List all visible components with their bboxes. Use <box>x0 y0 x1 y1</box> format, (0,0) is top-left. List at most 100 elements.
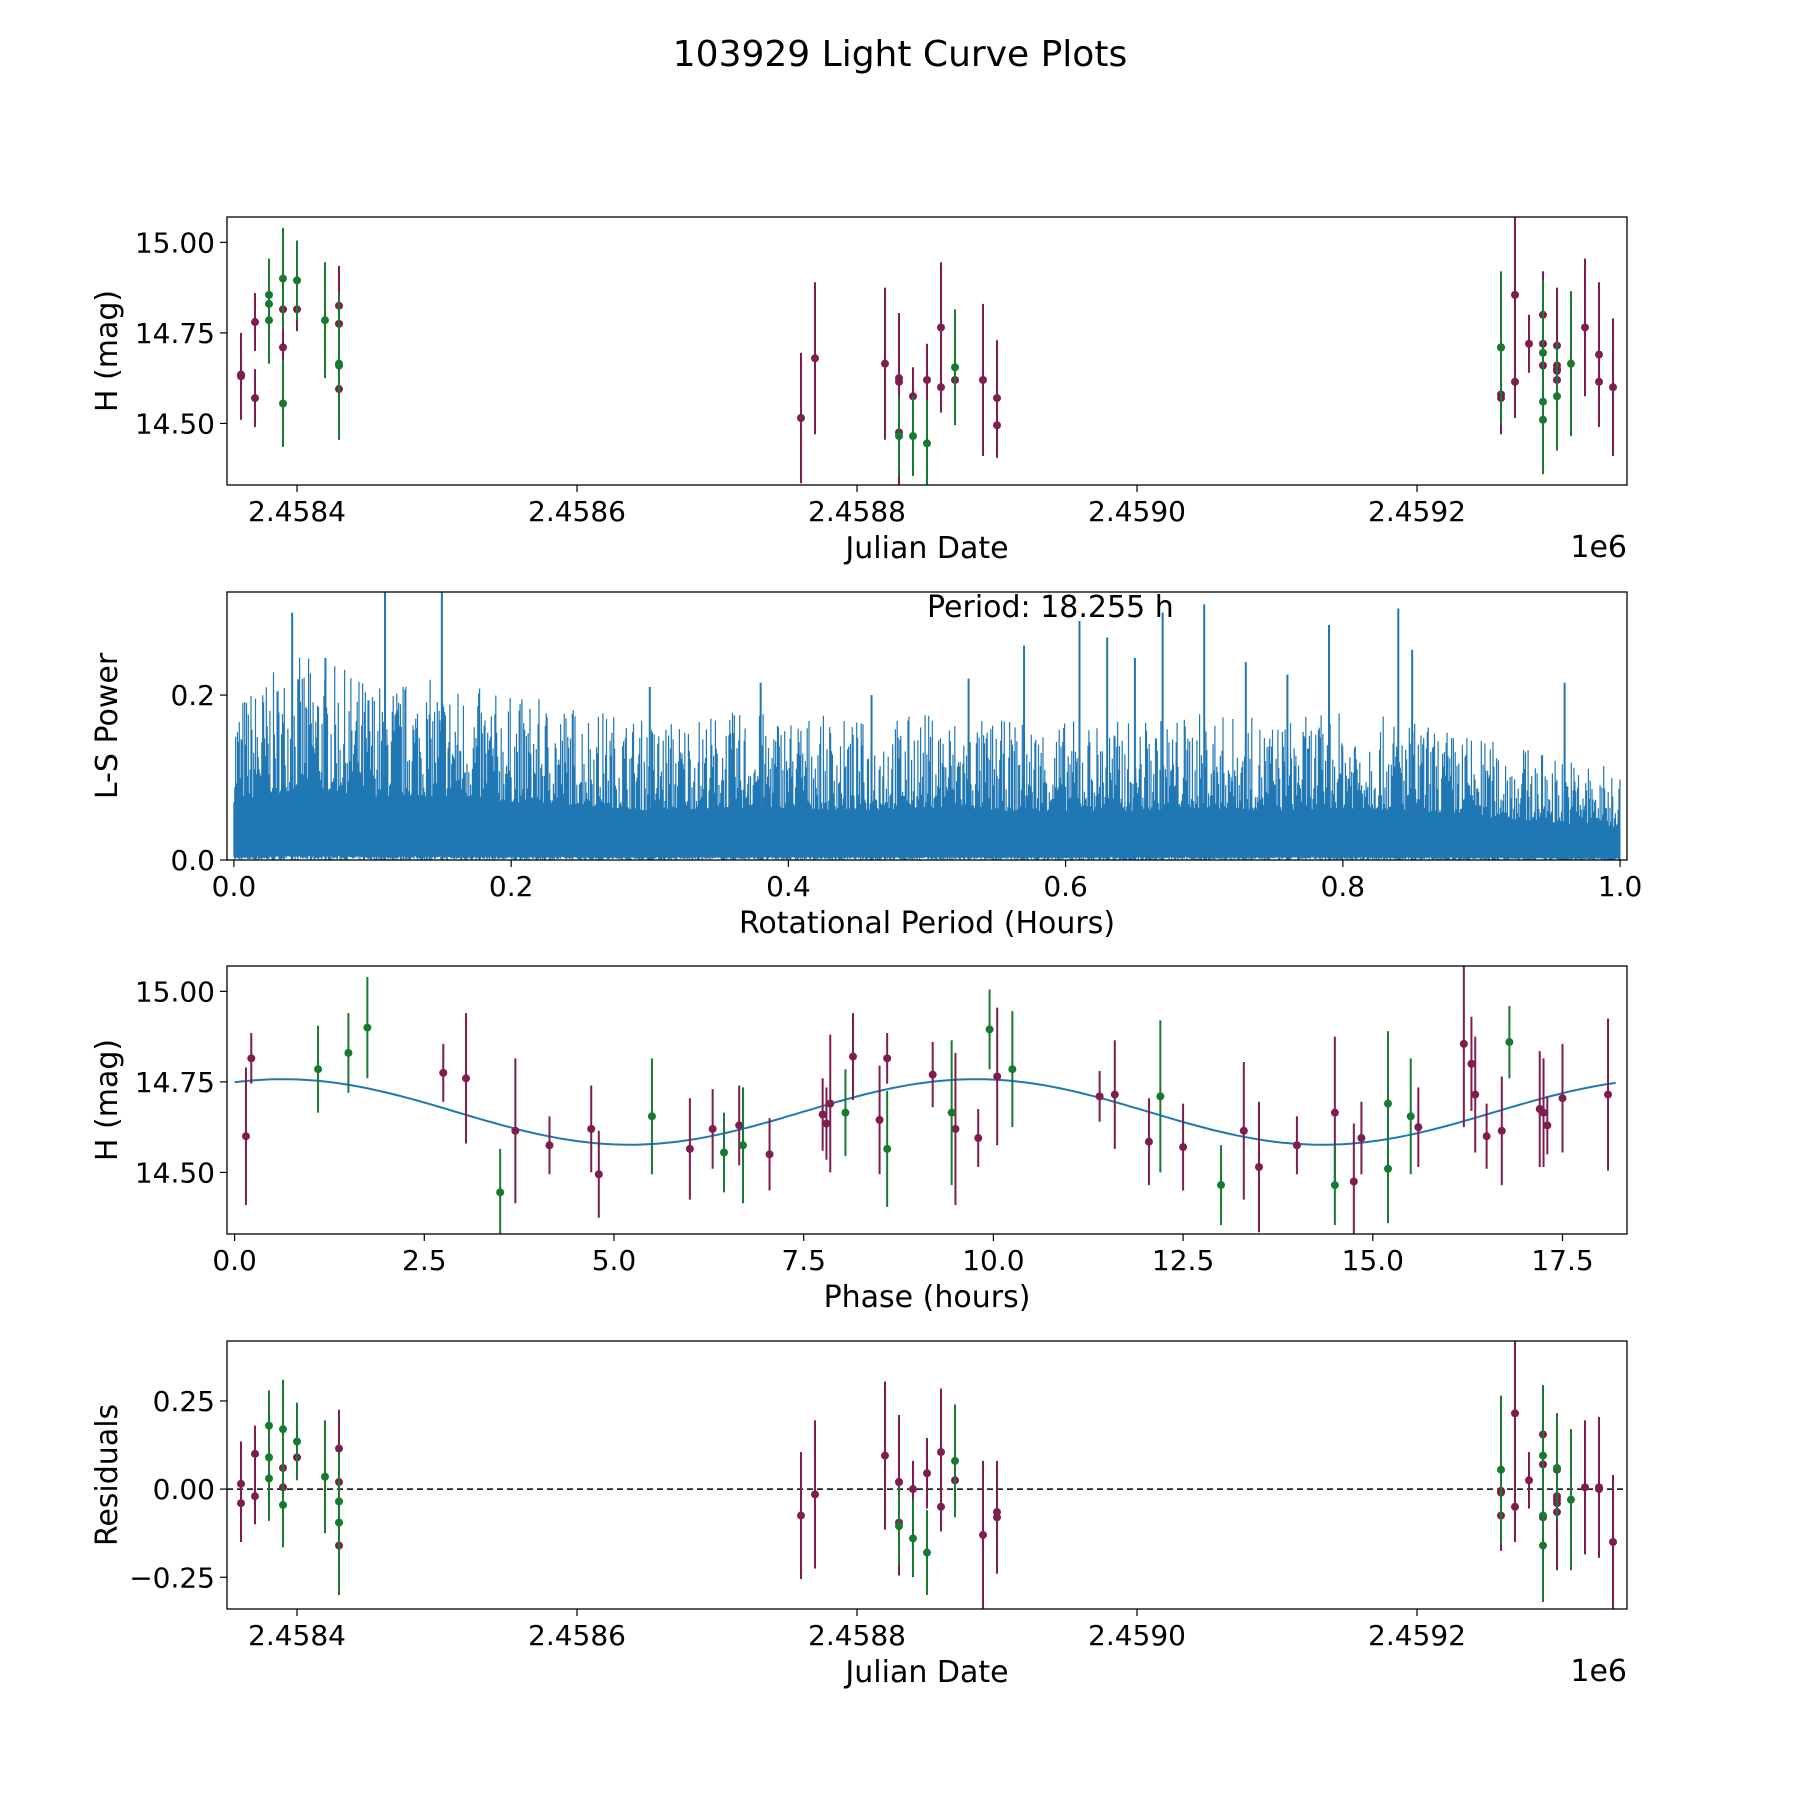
y-axis-label: Residuals <box>90 1404 125 1546</box>
x-tick-label: 2.5 <box>402 1244 447 1277</box>
data-point <box>1254 1163 1263 1171</box>
y-tick-label: 15.00 <box>135 975 215 1008</box>
data-point <box>881 1451 889 1460</box>
data-point <box>811 1490 819 1499</box>
data-point <box>1539 1451 1547 1460</box>
data-point <box>979 375 987 384</box>
data-point <box>1581 323 1589 332</box>
x-tick-label: 15.0 <box>1342 1244 1404 1277</box>
data-point <box>321 1472 329 1481</box>
data-point <box>979 1530 987 1539</box>
x-tick-label: 0.0 <box>212 1244 257 1277</box>
data-point <box>293 276 301 285</box>
data-point <box>1414 1123 1423 1132</box>
data-point <box>923 1548 931 1557</box>
y-tick-label: 0.0 <box>170 844 215 877</box>
data-point <box>1511 290 1519 299</box>
y-tick-label: 14.50 <box>135 1156 215 1189</box>
x-tick-label: 0.6 <box>1043 870 1088 903</box>
data-point <box>237 370 245 379</box>
y-tick-label: 14.75 <box>135 317 215 350</box>
data-point <box>1349 1177 1358 1186</box>
data-point <box>439 1068 448 1077</box>
data-point <box>279 274 287 283</box>
data-point <box>818 1110 827 1119</box>
data-point <box>1357 1134 1366 1143</box>
data-point <box>1553 392 1561 401</box>
data-point <box>974 1134 983 1143</box>
data-point <box>1525 339 1533 348</box>
data-point <box>1595 350 1603 359</box>
data-point <box>462 1074 471 1083</box>
y-axis-label: H (mag) <box>90 290 125 412</box>
y-tick-label: −0.25 <box>129 1561 215 1594</box>
subplot-periodogram: Period: 18.255 h 0.0 0.2 0.4 0.6 0.8 1.0 0.0 0.2… <box>90 590 1643 941</box>
data-point <box>1595 1483 1603 1492</box>
data-point <box>951 363 959 372</box>
data-point <box>1505 1038 1514 1047</box>
data-point <box>1008 1065 1017 1074</box>
x-tick-label: 1.0 <box>1598 870 1643 903</box>
data-point <box>647 1112 656 1121</box>
data-point <box>251 1492 259 1501</box>
data-point <box>1539 1541 1547 1550</box>
data-point <box>1217 1181 1226 1190</box>
data-point <box>797 414 805 422</box>
data-point <box>1525 1476 1533 1485</box>
data-point <box>1383 1099 1392 1108</box>
data-point <box>265 1421 273 1430</box>
data-point <box>765 1150 774 1159</box>
data-point <box>1511 1409 1519 1418</box>
data-point <box>985 1025 994 1034</box>
data-point <box>251 1449 259 1458</box>
y-tick-label: 0.00 <box>153 1473 215 1506</box>
data-point <box>237 1499 245 1508</box>
x-tick-label: 17.5 <box>1531 1244 1593 1277</box>
x-axis-label: Rotational Period (Hours) <box>739 906 1115 941</box>
data-point <box>335 1497 343 1506</box>
subplot-residuals: 2.4584 2.4586 2.4588 2.4590 2.4592 −0.25 0.00 0… <box>90 1340 1628 1690</box>
data-point <box>895 1522 903 1531</box>
data-point <box>241 1132 250 1141</box>
data-point <box>1110 1090 1119 1099</box>
x-tick-label: 2.4588 <box>808 495 906 528</box>
data-point <box>1330 1181 1339 1190</box>
data-point <box>1497 1465 1505 1474</box>
x-tick-label: 2.4586 <box>528 495 626 528</box>
plot-area <box>233 592 1621 860</box>
data-point <box>923 1469 931 1478</box>
data-point <box>1179 1143 1188 1152</box>
axes-frame <box>226 591 1628 861</box>
data-point <box>895 432 903 441</box>
data-point <box>923 375 931 384</box>
x-axis-label: Julian Date <box>843 531 1008 566</box>
data-point <box>1497 1126 1506 1135</box>
data-point <box>841 1108 850 1117</box>
data-point <box>951 1124 960 1133</box>
series-green <box>265 227 1575 485</box>
data-point <box>826 1099 835 1108</box>
data-point <box>293 1437 301 1446</box>
data-point <box>1497 343 1505 352</box>
data-point <box>1406 1112 1415 1121</box>
data-point <box>720 1148 729 1157</box>
data-point <box>321 316 329 325</box>
data-point <box>1467 1059 1476 1068</box>
x-tick-label: 2.4584 <box>248 495 346 528</box>
data-point <box>937 383 945 392</box>
data-point <box>1539 397 1547 406</box>
data-point <box>1511 377 1519 386</box>
data-point <box>594 1170 603 1179</box>
data-point <box>937 1502 945 1511</box>
plot-area <box>237 217 1617 485</box>
data-point <box>881 359 889 368</box>
period-annotation: Period: 18.255 h <box>927 590 1174 625</box>
data-point <box>708 1124 717 1133</box>
data-point <box>1581 1483 1589 1492</box>
subplot-light-curve: 2.4584 2.4586 2.4588 2.4590 2.4592 14.50 14.75… <box>90 216 1628 566</box>
data-point <box>1553 1463 1561 1472</box>
data-point <box>811 354 819 363</box>
data-point <box>279 399 287 408</box>
x-axis-label: Julian Date <box>843 1655 1008 1690</box>
data-point <box>937 323 945 332</box>
